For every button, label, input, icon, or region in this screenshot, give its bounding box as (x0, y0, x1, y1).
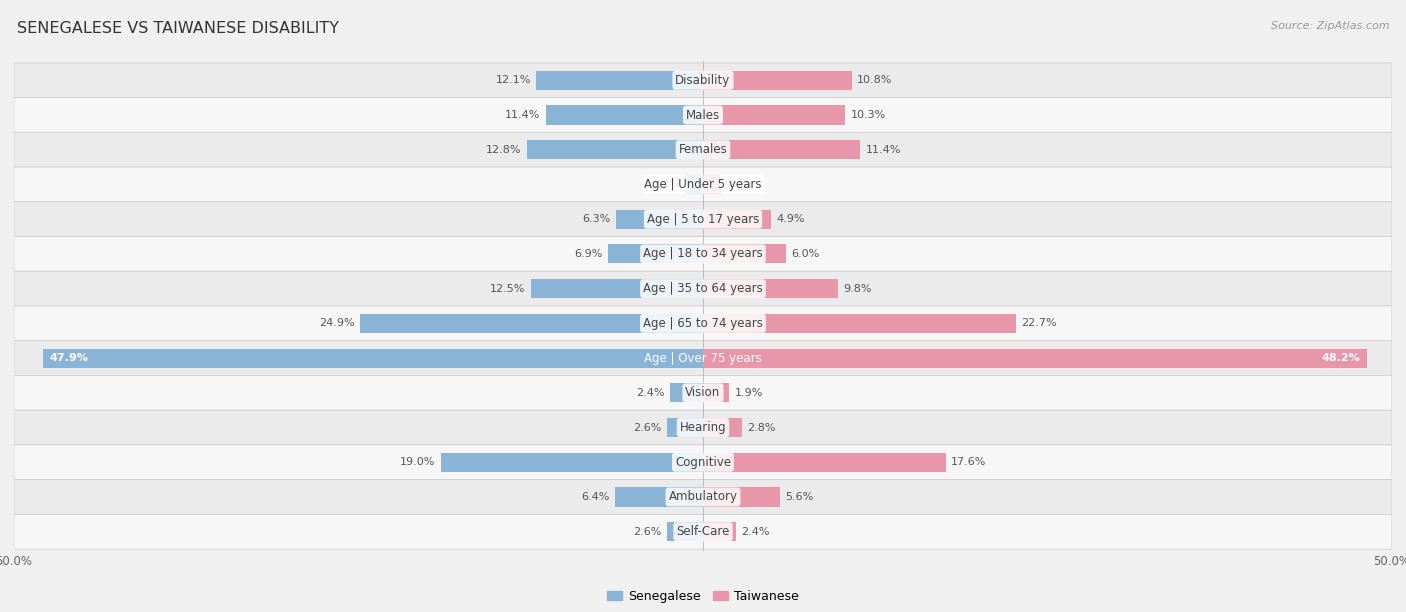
Bar (668, 418, 703, 437)
Text: 19.0%: 19.0% (401, 457, 436, 467)
Bar (703, 244, 786, 263)
Text: 10.3%: 10.3% (851, 110, 886, 120)
FancyBboxPatch shape (14, 306, 1392, 341)
Text: 1.9%: 1.9% (735, 388, 763, 398)
Text: 24.9%: 24.9% (319, 318, 354, 329)
Text: Age | 5 to 17 years: Age | 5 to 17 years (647, 213, 759, 226)
Text: Age | Under 5 years: Age | Under 5 years (644, 178, 762, 191)
Text: 11.4%: 11.4% (505, 110, 540, 120)
Text: Disability: Disability (675, 74, 731, 87)
Bar (44, 349, 703, 368)
Bar (703, 418, 741, 437)
Bar (668, 522, 703, 541)
Bar (703, 105, 845, 125)
FancyBboxPatch shape (14, 132, 1392, 167)
Text: 2.4%: 2.4% (741, 527, 770, 537)
Bar (703, 522, 737, 541)
Text: 2.4%: 2.4% (636, 388, 665, 398)
Bar (703, 279, 838, 298)
Text: 17.6%: 17.6% (950, 457, 987, 467)
Text: 2.8%: 2.8% (747, 422, 776, 433)
Bar (686, 175, 703, 194)
Legend: Senegalese, Taiwanese: Senegalese, Taiwanese (602, 585, 804, 608)
Text: Age | 18 to 34 years: Age | 18 to 34 years (643, 247, 763, 261)
Text: 5.6%: 5.6% (786, 492, 814, 502)
FancyBboxPatch shape (14, 63, 1392, 98)
Bar (546, 105, 703, 125)
FancyBboxPatch shape (14, 341, 1392, 375)
FancyBboxPatch shape (14, 202, 1392, 237)
Bar (703, 71, 852, 90)
Bar (703, 349, 1367, 368)
Text: Source: ZipAtlas.com: Source: ZipAtlas.com (1271, 21, 1389, 31)
FancyBboxPatch shape (14, 514, 1392, 549)
Text: 1.2%: 1.2% (652, 179, 681, 190)
Bar (703, 314, 1015, 333)
Bar (607, 244, 703, 263)
Text: 2.6%: 2.6% (633, 422, 662, 433)
FancyBboxPatch shape (14, 167, 1392, 202)
Text: Vision: Vision (685, 386, 721, 399)
Text: 6.4%: 6.4% (581, 492, 609, 502)
Bar (614, 487, 703, 507)
FancyBboxPatch shape (14, 375, 1392, 410)
Text: 22.7%: 22.7% (1021, 318, 1057, 329)
Bar (703, 140, 860, 159)
Text: 11.4%: 11.4% (866, 145, 901, 155)
Bar (703, 210, 770, 229)
Bar (531, 279, 703, 298)
Text: Age | Over 75 years: Age | Over 75 years (644, 351, 762, 365)
FancyBboxPatch shape (14, 445, 1392, 480)
Text: 6.0%: 6.0% (792, 249, 820, 259)
Text: 12.1%: 12.1% (495, 75, 531, 85)
Text: 4.9%: 4.9% (776, 214, 804, 224)
Bar (703, 487, 780, 507)
FancyBboxPatch shape (14, 271, 1392, 306)
Text: Age | 65 to 74 years: Age | 65 to 74 years (643, 317, 763, 330)
Text: Hearing: Hearing (679, 421, 727, 434)
Bar (616, 210, 703, 229)
FancyBboxPatch shape (14, 237, 1392, 271)
Text: Self-Care: Self-Care (676, 525, 730, 538)
Text: Age | 35 to 64 years: Age | 35 to 64 years (643, 282, 763, 295)
Bar (527, 140, 703, 159)
Text: 2.6%: 2.6% (633, 527, 662, 537)
Bar (536, 71, 703, 90)
Text: SENEGALESE VS TAIWANESE DISABILITY: SENEGALESE VS TAIWANESE DISABILITY (17, 21, 339, 37)
Bar (441, 453, 703, 472)
Text: Ambulatory: Ambulatory (668, 490, 738, 504)
Text: 10.8%: 10.8% (858, 75, 893, 85)
Text: Cognitive: Cognitive (675, 456, 731, 469)
Text: 1.3%: 1.3% (727, 179, 755, 190)
Text: 47.9%: 47.9% (49, 353, 89, 363)
Bar (703, 175, 721, 194)
Bar (360, 314, 703, 333)
Bar (703, 453, 945, 472)
FancyBboxPatch shape (14, 98, 1392, 132)
Text: 9.8%: 9.8% (844, 283, 872, 294)
Text: 6.3%: 6.3% (582, 214, 610, 224)
Text: Males: Males (686, 108, 720, 122)
Bar (703, 383, 730, 402)
Text: Females: Females (679, 143, 727, 156)
FancyBboxPatch shape (14, 480, 1392, 514)
Text: 6.9%: 6.9% (574, 249, 602, 259)
Text: 12.8%: 12.8% (485, 145, 522, 155)
Bar (669, 383, 703, 402)
Text: 12.5%: 12.5% (489, 283, 526, 294)
FancyBboxPatch shape (14, 410, 1392, 445)
Text: 48.2%: 48.2% (1322, 353, 1360, 363)
